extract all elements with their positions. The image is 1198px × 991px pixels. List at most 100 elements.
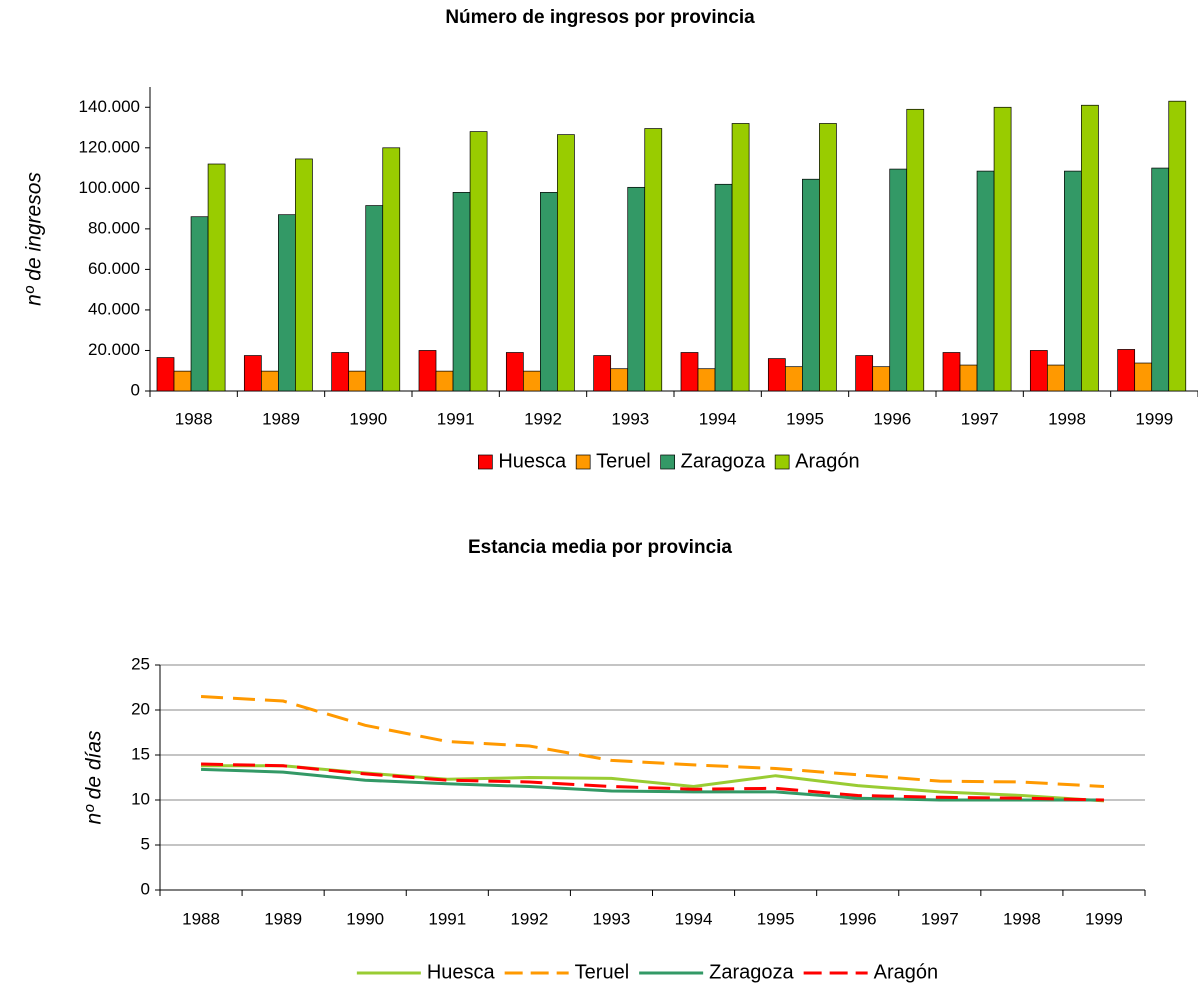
bar [522,370,541,392]
line [200,695,1105,788]
x-tick-label: 1993 [593,909,631,928]
y-tick-label: 100.000 [79,178,140,197]
x-tick-label: 1997 [961,409,999,428]
bar [680,352,699,392]
x-tick-label: 1993 [611,409,649,428]
legend-item: Huesca [356,961,496,983]
bar [767,358,786,392]
legend-item: Aragón [803,961,939,983]
x-tick-label: 1991 [428,909,466,928]
bar [382,147,401,392]
legend-label: Huesca [427,961,496,983]
bar [156,357,175,392]
bar [1151,167,1170,392]
line [201,764,1105,803]
x-tick-label: 1992 [510,909,548,928]
x-tick-label: 1998 [1003,909,1041,928]
bar [1168,100,1187,392]
bar [540,192,558,392]
bar [855,355,874,392]
x-tick-label: 1992 [524,409,562,428]
chart-title: Estancia media por provincia [468,537,732,558]
y-tick-label: 15 [131,744,150,763]
legend-swatch [774,454,790,470]
legend-label: Teruel [575,961,629,983]
y-tick-label: 10 [131,789,150,808]
legend-swatch [575,454,591,470]
legend: Huesca Teruel Zaragoza Aragón [478,450,860,472]
bar [610,368,629,392]
bar [435,370,454,392]
legend-item: Teruel [504,961,629,983]
bar [731,123,750,392]
bar [802,178,820,392]
bar [331,352,350,392]
y-tick-label: 0 [131,380,140,399]
bar [976,170,995,392]
bar [190,216,209,392]
bar [348,370,367,392]
y-axis-label: nº de días [83,730,106,825]
legend-swatch [660,454,675,470]
legend-item: Teruel [575,450,651,472]
x-tick-label: 1988 [182,909,220,928]
y-axis-label: nº de ingresos [23,172,46,306]
y-tick-label: 20.000 [88,340,140,359]
line [201,762,1104,802]
y-tick-label: 5 [141,834,150,853]
bar [278,214,296,392]
bar [784,366,803,392]
bar [1134,362,1153,392]
bar [505,352,524,392]
legend-label: Zaragoza [681,450,766,472]
x-tick-label: 1988 [175,409,213,428]
bar [365,205,384,392]
bar [889,168,908,392]
bar [452,192,471,392]
x-tick-label: 1989 [262,409,300,428]
legend-label: Teruel [596,450,650,472]
bar [819,123,837,392]
x-tick-label: 1991 [437,409,475,428]
bar [418,350,437,392]
y-tick-label: 80.000 [88,218,140,237]
bar [959,364,978,392]
bar [697,368,716,392]
x-tick-label: 1990 [349,409,387,428]
x-tick-label: 1995 [757,909,795,928]
x-tick-label: 1990 [346,909,384,928]
bar [906,108,925,392]
x-tick-label: 1998 [1048,409,1086,428]
bar [593,355,612,392]
bar [295,158,313,392]
legend-item: Aragón [774,450,860,472]
legend-label: Aragón [795,450,860,472]
bar [261,370,279,392]
bar [1081,104,1099,392]
bar [1117,349,1136,392]
bar [714,183,733,392]
y-tick-label: 20 [131,699,150,718]
x-tick-label: 1996 [873,409,911,428]
legend-label: Aragón [874,961,939,983]
x-tick-label: 1997 [921,909,959,928]
chart-title: Número de ingresos por provincia [445,7,755,28]
bar [243,355,262,392]
bar [557,134,575,392]
legend-item: Zaragoza [639,961,795,983]
bar [1029,350,1048,392]
x-tick-label: 1999 [1135,409,1173,428]
legend-label: Huesca [498,450,567,472]
bar [1046,364,1065,392]
legend-item: Huesca [478,450,567,472]
y-tick-label: 120.000 [79,137,140,156]
legend-item: Zaragoza [660,450,766,472]
x-tick-label: 1994 [699,409,737,428]
bar [469,131,488,392]
legend-label: Zaragoza [709,961,794,983]
x-tick-label: 1994 [675,909,713,928]
y-tick-label: 40.000 [88,299,140,318]
y-tick-label: 60.000 [88,259,140,278]
y-tick-label: 0 [141,879,150,898]
